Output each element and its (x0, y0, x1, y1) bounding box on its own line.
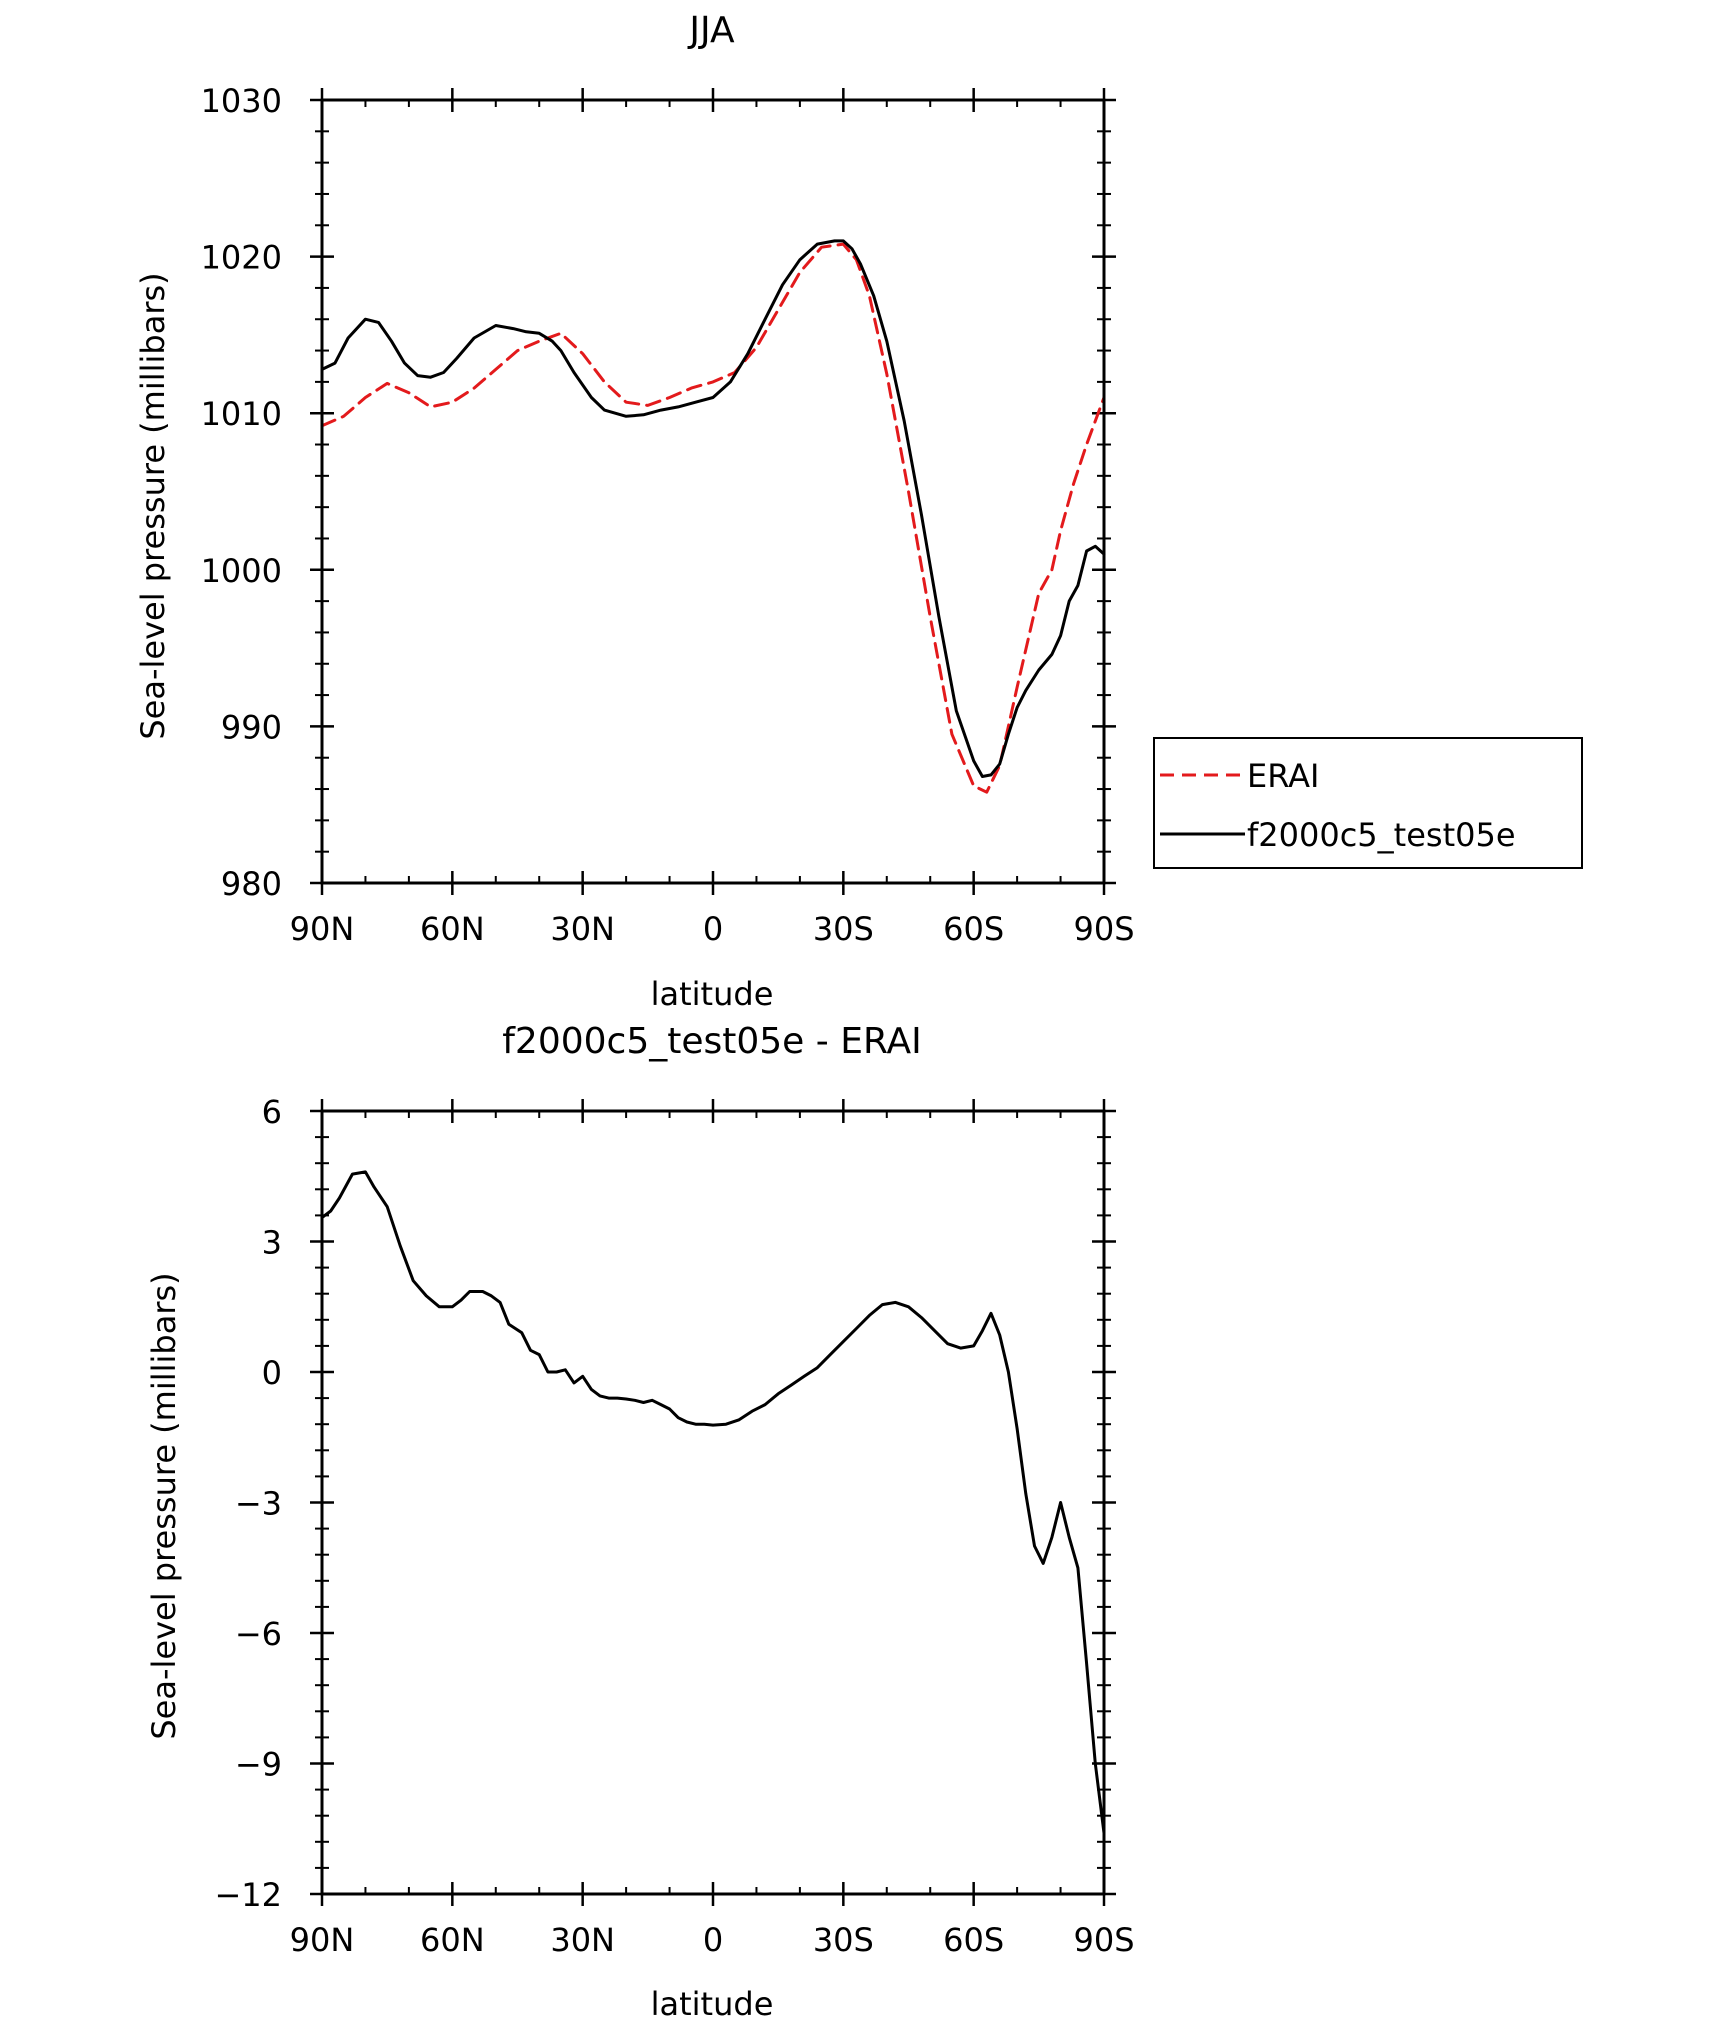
bottom-y-tick-label: −9 (235, 1746, 282, 1784)
bottom-title: f2000c5_test05e - ERAI (502, 1021, 922, 1062)
bottom-y-tick-label: 0 (262, 1354, 282, 1392)
bottom-x-tick-label: 60N (420, 1921, 485, 1959)
top-y-tick-label: 1000 (201, 552, 282, 590)
bottom-x-axis-label: latitude (651, 1985, 774, 2021)
bottom-y-tick-label: −3 (235, 1485, 282, 1523)
top-panel: JJA Sea-level pressure (millibars) latit… (134, 10, 1583, 1013)
top-tick-labels: 90N 60N 30N 0 30S 60S 90S 980 990 1000 1010 1020 103… (201, 82, 1135, 948)
bottom-panel: f2000c5_test05e - ERAI Sea-level pressur… (145, 1021, 1135, 2021)
top-x-tick-label: 60N (420, 910, 485, 948)
top-title: JJA (687, 10, 735, 51)
bottom-x-tick-label: 60S (943, 1921, 1004, 1959)
bottom-x-tick-label: 90N (290, 1921, 355, 1959)
bottom-y-tick-label: −6 (235, 1615, 282, 1653)
bottom-y-axis-label: Sea-level pressure (millibars) (145, 1272, 183, 1739)
bottom-tick-labels: 90N 60N 30N 0 30S 60S 90S −12 −9 −6 −3 0 3 6 (214, 1093, 1134, 1959)
top-plot-lines (320, 239, 1106, 794)
bottom-x-tick-label: 30N (550, 1921, 615, 1959)
top-x-tick-label: 30N (550, 910, 615, 948)
top-series-line-erai (320, 242, 1106, 794)
top-series-line-f2000c5-test05e (320, 239, 1106, 778)
top-x-tick-label: 90N (290, 910, 355, 948)
top-y-tick-label: 980 (221, 865, 282, 903)
bottom-ticks (310, 1099, 1116, 1906)
top-y-tick-label: 1010 (201, 395, 282, 433)
bottom-x-tick-label: 0 (703, 1921, 723, 1959)
bottom-x-tick-label: 30S (813, 1921, 874, 1959)
bottom-y-tick-label: 6 (262, 1093, 282, 1131)
legend-erai-label: ERAI (1247, 757, 1319, 795)
top-plot-frame (320, 98, 1106, 885)
top-y-axis-label: Sea-level pressure (millibars) (134, 272, 172, 739)
bottom-plot-frame (320, 1109, 1106, 1896)
legend-box (1153, 737, 1583, 869)
top-y-tick-label: 1030 (201, 82, 282, 120)
bottom-plot-lines (320, 1170, 1106, 1835)
bottom-series-line-f2000c5-test05e-erai (320, 1170, 1106, 1835)
top-y-tick-label: 1020 (201, 239, 282, 277)
top-y-tick-label: 990 (221, 708, 282, 746)
bottom-x-tick-label: 90S (1073, 1921, 1134, 1959)
top-legend: ERAI f2000c5_test05e (1153, 737, 1583, 869)
top-x-axis-label: latitude (651, 975, 774, 1013)
bottom-y-tick-label: −12 (214, 1876, 282, 1914)
top-x-tick-label: 30S (813, 910, 874, 948)
top-x-tick-label: 60S (943, 910, 1004, 948)
bottom-y-tick-label: 3 (262, 1224, 282, 1262)
top-x-tick-label: 90S (1073, 910, 1134, 948)
legend-model-label: f2000c5_test05e (1247, 816, 1516, 854)
top-x-tick-label: 0 (703, 910, 723, 948)
